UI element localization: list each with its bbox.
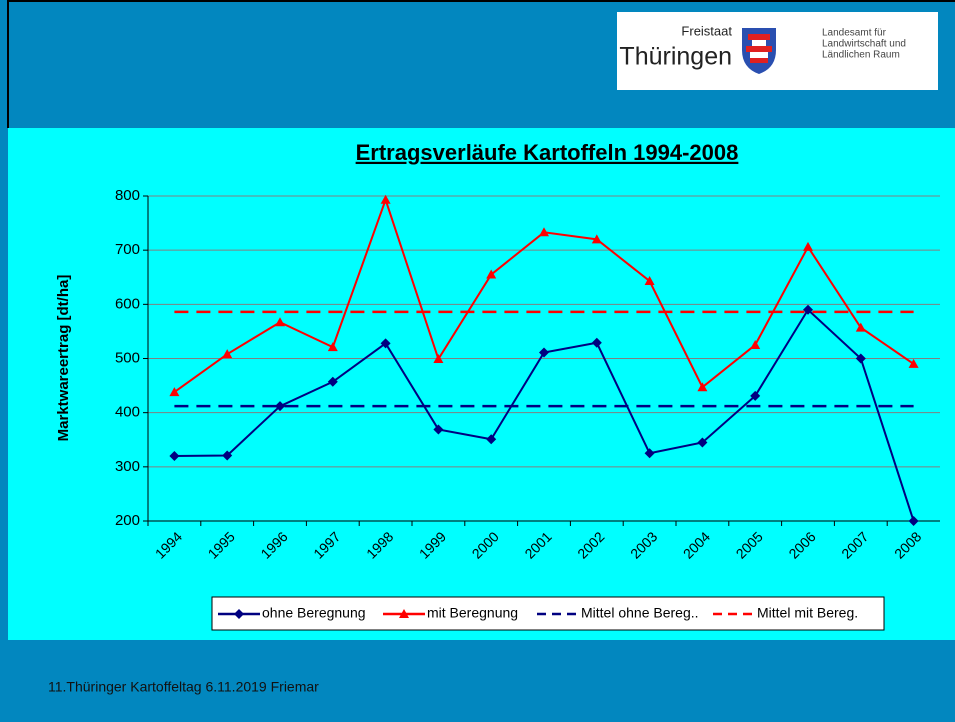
marker <box>222 450 233 461</box>
marker <box>697 382 708 392</box>
legend-box <box>211 596 885 631</box>
coat-of-arms <box>742 28 776 74</box>
footer: 11.Thüringer Kartoffeltag 6.11.2019 Frie… <box>48 679 319 695</box>
marker <box>697 437 708 448</box>
y-tick-label: 400 <box>115 404 140 421</box>
marker <box>644 448 655 459</box>
logo-top: Freistaat <box>681 23 732 38</box>
marker <box>169 387 180 397</box>
marker <box>433 354 444 364</box>
y-tick-label: 800 <box>115 187 140 204</box>
marker <box>380 194 391 204</box>
y-axis-label: Marktwareertrag [dt/ha] <box>55 275 72 442</box>
logo-agency: Landesamt für <box>822 28 887 39</box>
marker <box>855 353 866 364</box>
marker <box>539 347 549 358</box>
marker <box>169 451 180 461</box>
marker <box>380 338 391 349</box>
marker <box>908 516 919 526</box>
marker <box>591 337 602 348</box>
marker <box>855 322 866 332</box>
marker <box>750 390 761 401</box>
logo-name: Thüringen <box>619 43 732 71</box>
marker <box>591 234 602 244</box>
legend-label: Mittel mit Bereg. <box>757 605 858 621</box>
logo-agency: Landwirtschaft und <box>822 39 906 50</box>
legend-label: ohne Beregnung <box>262 605 366 621</box>
marker <box>539 227 549 237</box>
chart-background <box>8 128 955 640</box>
marker <box>486 269 497 279</box>
y-tick-label: 200 <box>115 512 140 529</box>
marker <box>399 609 409 618</box>
marker <box>327 342 338 352</box>
marker <box>234 609 244 619</box>
logo-box <box>617 12 938 90</box>
legend-label: mit Beregnung <box>427 605 518 621</box>
y-tick-label: 500 <box>115 349 140 366</box>
marker <box>327 376 338 387</box>
y-tick-label: 300 <box>115 458 140 475</box>
marker <box>644 276 655 286</box>
marker <box>908 358 919 368</box>
marker <box>486 434 497 445</box>
marker <box>803 241 813 251</box>
marker <box>222 349 233 359</box>
marker <box>750 339 761 349</box>
y-tick-label: 700 <box>115 241 140 258</box>
marker <box>275 317 285 327</box>
legend-label: Mittel ohne Bereg.. <box>581 605 699 621</box>
marker <box>275 401 285 412</box>
logo-agency: Ländlichen Raum <box>822 50 900 61</box>
chart-title: Ertragsverläufe Kartoffeln 1994-2008 <box>356 140 739 165</box>
y-tick-label: 600 <box>115 295 140 312</box>
marker <box>803 304 813 315</box>
marker <box>433 424 444 435</box>
